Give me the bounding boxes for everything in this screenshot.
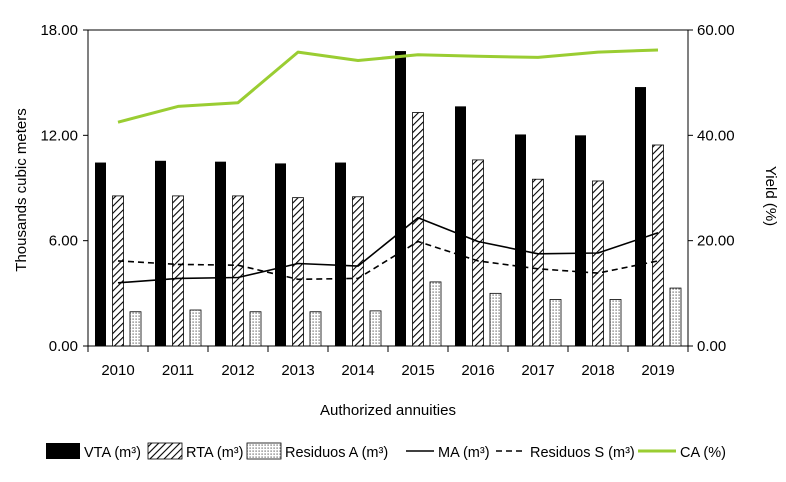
- bars-layer: [95, 51, 682, 347]
- bar-vta-2010: [95, 162, 106, 346]
- y-tick-label: 0.00: [49, 338, 78, 355]
- bar-rta-2014: [352, 196, 364, 347]
- line-ca: [117, 48, 659, 124]
- x-tick-label: 2014: [341, 362, 374, 379]
- bar-residuos-a-2010: [129, 311, 142, 347]
- bar-vta-2019: [635, 87, 646, 347]
- bar-residuos-a-2016: [489, 292, 502, 347]
- bar-residuos-a-2017: [549, 299, 562, 347]
- legend-label-vta: VTA (m³): [84, 445, 141, 461]
- y2-tick-label: 40.00: [697, 127, 735, 144]
- bar-residuos-a-2012: [249, 311, 262, 347]
- legend-label-residuos-a: Residuos A (m³): [285, 445, 388, 461]
- bar-residuos-a-2013: [309, 311, 322, 347]
- bar-vta-2011: [155, 160, 166, 346]
- x-axis-title: Authorized annuities: [320, 402, 456, 419]
- bar-rta-2019: [652, 144, 664, 347]
- bar-vta-2014: [335, 162, 346, 346]
- legend-label-ma: MA (m³): [438, 445, 490, 461]
- bar-rta-2015: [412, 112, 424, 347]
- legend-label-residuos-s: Residuos S (m³): [530, 445, 635, 461]
- bar-vta-2016: [455, 106, 466, 346]
- y2-tick-label: 0.00: [697, 338, 726, 355]
- legend-swatch-vta: [46, 443, 80, 459]
- lines-layer: [117, 48, 659, 284]
- axes-layer: 0.00 6.00 12.00 18.00 0.00 20.00 40.00 60.00 201…: [40, 22, 734, 379]
- legend-label-rta: RTA (m³): [186, 445, 243, 461]
- x-tick-label: 2011: [162, 362, 194, 379]
- y-axis-title: Thousands cubic meters: [13, 108, 30, 271]
- y-tick-label: 12.00: [40, 127, 78, 144]
- bar-vta-2018: [575, 135, 586, 346]
- bar-rta-2018: [592, 180, 604, 347]
- x-tick-label: 2010: [101, 362, 134, 379]
- legend-swatch-residuos-a: [246, 442, 282, 460]
- bar-rta-2011: [172, 195, 184, 347]
- legend-label-ca: CA (%): [680, 445, 726, 461]
- y-tick-label: 6.00: [49, 233, 78, 250]
- bar-rta-2010: [112, 195, 124, 347]
- legend: VTA (m³) RTA (m³) Residuos A (m³) MA (m³…: [46, 442, 726, 461]
- x-tick-label: 2019: [641, 362, 674, 379]
- x-tick-label: 2012: [221, 362, 254, 379]
- bar-vta-2012: [215, 161, 226, 346]
- bar-residuos-a-2011: [189, 309, 202, 347]
- x-tick-label: 2018: [581, 362, 614, 379]
- bar-vta-2013: [275, 163, 286, 346]
- bar-vta-2017: [515, 134, 526, 346]
- bar-rta-2017: [532, 178, 544, 347]
- x-tick-label: 2017: [521, 362, 554, 379]
- line-ma: [117, 217, 659, 284]
- x-tick-label: 2015: [401, 362, 434, 379]
- bar-rta-2016: [472, 159, 484, 347]
- y2-axis-title: Yield (%): [762, 166, 779, 226]
- x-tick-label: 2013: [281, 362, 314, 379]
- y2-tick-label: 60.00: [697, 22, 735, 39]
- legend-swatch-rta: [147, 442, 183, 460]
- y2-tick-label: 20.00: [697, 233, 735, 250]
- line-residuos-s: [117, 240, 659, 281]
- bar-residuos-a-2018: [609, 299, 622, 347]
- bar-residuos-a-2015: [429, 281, 442, 347]
- bar-rta-2013: [292, 197, 304, 347]
- bar-vta-2015: [395, 51, 406, 347]
- y-tick-label: 18.00: [40, 22, 78, 39]
- bar-rta-2012: [232, 195, 244, 347]
- x-tick-label: 2016: [461, 362, 494, 379]
- bar-residuos-a-2014: [369, 310, 382, 347]
- bar-residuos-a-2019: [669, 287, 682, 347]
